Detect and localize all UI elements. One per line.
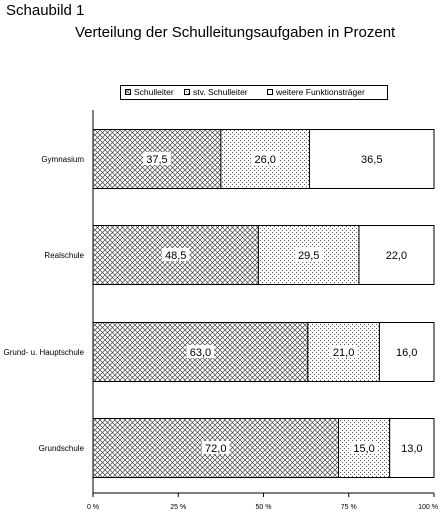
data-label-bg (201, 441, 230, 454)
legend-label-schulleiter: Schulleiter (134, 87, 174, 97)
data-label-bg (186, 345, 215, 358)
category-label: Grund- u. Hauptschule (4, 348, 85, 357)
data-label: 48,5 (165, 250, 186, 262)
x-tick-label: 100 % (418, 504, 438, 511)
legend-swatch-hatch (125, 89, 131, 95)
x-tick-label: 75 % (341, 504, 357, 511)
category-label: Grundschule (39, 444, 85, 453)
data-label-bg (143, 152, 171, 165)
chart-legend: Schulleiter stv. Schulleiter weitere Fun… (120, 85, 388, 100)
chart-title: Verteilung der Schulleitungsaufgaben in … (75, 24, 396, 41)
data-label: 26,0 (254, 154, 275, 166)
data-label-bg (161, 248, 190, 261)
category-label: Realschule (44, 251, 84, 260)
bar-segment (389, 418, 435, 478)
legend-swatch-white (267, 89, 273, 95)
x-tick-label: 50 % (256, 504, 272, 511)
data-label: 13,0 (401, 443, 422, 455)
data-label-bg (251, 152, 280, 165)
bar-segment (358, 225, 435, 285)
data-label: 36,5 (361, 154, 382, 166)
data-label-bg (329, 345, 358, 358)
legend-label-stv-schulleiter: stv. Schulleiter (193, 87, 248, 97)
bar-segment (309, 129, 435, 189)
data-label-bg (294, 248, 323, 261)
bars-layer: Gymnasium 37,5 26,0 36,5 Realschule 48,5 29,5 2… (4, 129, 435, 478)
x-axis: 0 % 25 % 50 % 75 % 100 % (87, 110, 438, 511)
data-label-bg (350, 441, 378, 454)
x-tick-label: 25 % (170, 504, 186, 511)
data-label: 37,5 (146, 154, 167, 166)
data-label: 72,0 (205, 443, 226, 455)
figure-label: Schaubild 1 (6, 2, 85, 19)
data-label: 15,0 (353, 443, 374, 455)
bar-segment (378, 322, 435, 382)
data-label: 21,0 (333, 347, 354, 359)
data-label: 63,0 (190, 347, 211, 359)
category-label: Gymnasium (41, 155, 84, 164)
legend-swatch-dots (184, 89, 190, 95)
legend-label-weitere: weitere Funktionsträger (276, 87, 365, 97)
data-label: 22,0 (386, 250, 407, 262)
data-label: 29,5 (298, 250, 319, 262)
x-tick-label: 0 % (87, 504, 99, 511)
data-label: 16,0 (396, 347, 417, 359)
